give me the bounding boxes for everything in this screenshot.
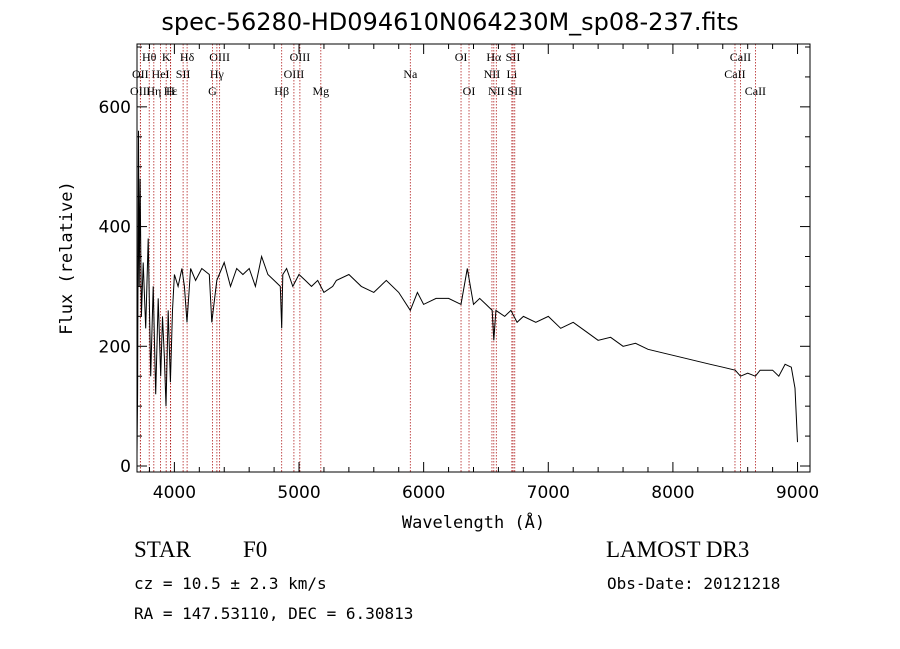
- coordinates-label: RA = 147.53110, DEC = 6.30813: [134, 604, 414, 623]
- y-tick-label: 200: [99, 337, 131, 357]
- y-tick-label: 600: [99, 98, 131, 118]
- x-tick-label: 4000: [153, 483, 196, 503]
- y-tick-label: 400: [99, 218, 131, 238]
- line-marker-label: H: [166, 84, 175, 98]
- line-marker-label: Hβ: [274, 84, 289, 98]
- line-marker-label: CaII: [730, 50, 751, 64]
- line-marker-label: OI: [455, 50, 468, 64]
- y-axis-label: Flux (relative): [57, 181, 77, 335]
- line-marker-label: Hη: [146, 84, 161, 98]
- survey-label: LAMOST DR3: [606, 537, 750, 562]
- plot-frame: [136, 43, 811, 473]
- x-tick-label: 6000: [402, 483, 445, 503]
- line-marker-label: NII: [484, 67, 501, 81]
- x-tick-label: 9000: [776, 483, 819, 503]
- line-marker-label: Hγ: [210, 67, 225, 81]
- line-marker-label: Na: [403, 67, 418, 81]
- redshift-label: cz = 10.5 ± 2.3 km/s: [134, 574, 327, 593]
- y-tick-label: 0: [120, 457, 131, 477]
- line-marker-label: OIII: [290, 50, 311, 64]
- line-marker-label: G: [208, 84, 217, 98]
- line-marker-label: Hθ: [142, 50, 157, 64]
- line-marker-label: HeI: [152, 67, 170, 81]
- observation-date-label: Obs-Date: 20121218: [607, 574, 781, 593]
- line-marker-label: CaII: [724, 67, 745, 81]
- line-marker-label: NII: [488, 84, 505, 98]
- chart-title: spec-56280-HD094610N064230M_sp08-237.fit…: [161, 8, 739, 36]
- line-marker-label: SII: [176, 67, 191, 81]
- line-marker-label: Hδ: [180, 50, 195, 64]
- x-tick-label: 8000: [651, 483, 694, 503]
- object-class-label: STAR: [134, 537, 191, 562]
- spectrum-line: [136, 130, 798, 455]
- line-marker-label: CaII: [745, 84, 766, 98]
- line-marker-label: OIII: [284, 67, 305, 81]
- x-axis-label: Wavelength (Å): [402, 511, 545, 533]
- line-marker-label: OI: [463, 84, 476, 98]
- line-marker-label: SII: [507, 84, 522, 98]
- x-tick-label: 5000: [277, 483, 320, 503]
- line-marker-label: SII: [506, 50, 521, 64]
- line-marker-label: Li: [507, 67, 518, 81]
- line-marker-label: OIII: [130, 84, 151, 98]
- line-marker-label: Hα: [486, 50, 502, 64]
- object-subclass-label: F0: [243, 537, 268, 562]
- line-marker-label: Hε: [164, 84, 178, 98]
- line-marker-label: Mg: [312, 84, 329, 98]
- x-tick-label: 7000: [527, 483, 570, 503]
- line-marker-label: K: [162, 50, 171, 64]
- line-marker-label: OIII: [209, 50, 230, 64]
